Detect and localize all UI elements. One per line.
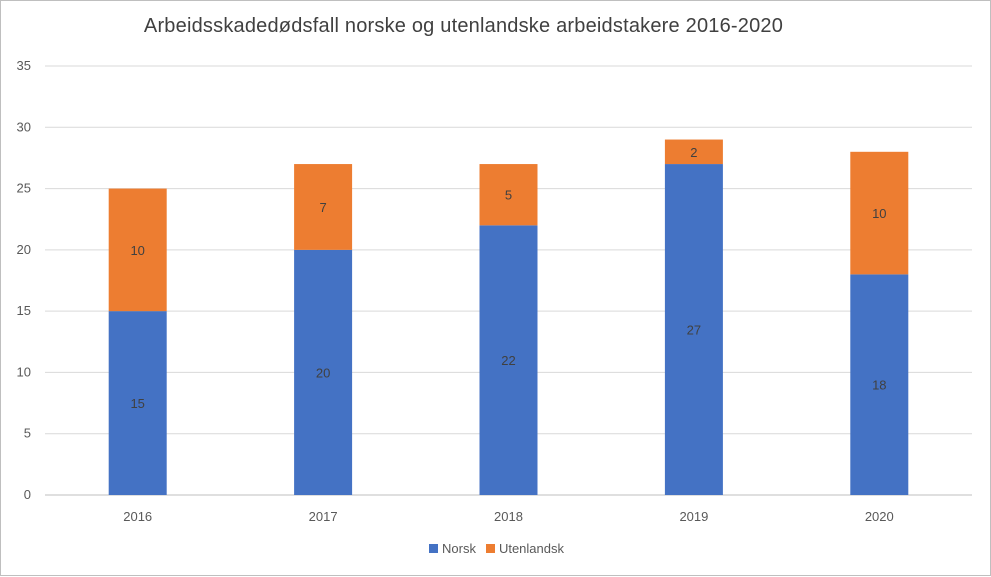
x-tick-label: 2017 <box>309 509 338 524</box>
data-label: 18 <box>872 378 886 393</box>
chart-title: Arbeidsskadedødsfall norske og utenlands… <box>143 15 784 37</box>
legend: Norsk Utenlandsk <box>1 541 991 556</box>
legend-swatch-utenlandsk <box>485 544 495 553</box>
bar-utenlandsk-2017 <box>294 164 353 250</box>
legend-label-norsk: Norsk <box>442 541 476 556</box>
data-label: 7 <box>319 200 326 215</box>
y-tick-label: 35 <box>17 58 31 73</box>
y-tick-label: 5 <box>24 426 31 441</box>
legend-swatch-norsk <box>429 544 438 553</box>
data-label: 2 <box>690 145 697 160</box>
bar-norsk-2016 <box>108 311 167 495</box>
data-label: 15 <box>130 396 144 411</box>
data-label: 27 <box>687 323 701 338</box>
x-tick-label: 2020 <box>865 509 894 524</box>
y-tick-label: 20 <box>17 242 31 257</box>
data-label: 5 <box>505 188 512 203</box>
y-tick-label: 0 <box>24 487 31 502</box>
y-tick-label: 10 <box>17 364 31 379</box>
data-label: 10 <box>872 206 886 221</box>
bar-utenlandsk-2018 <box>479 164 538 226</box>
bar-norsk-2019 <box>664 164 723 496</box>
y-tick-label: 15 <box>17 303 31 318</box>
data-label: 22 <box>501 353 515 368</box>
legend-item-utenlandsk: Utenlandsk <box>485 541 564 556</box>
bar-utenlandsk-2016 <box>108 188 167 312</box>
bar-utenlandsk-2019 <box>664 139 723 165</box>
bar-norsk-2018 <box>479 225 538 496</box>
bar-norsk-2020 <box>850 274 909 495</box>
legend-label-utenlandsk: Utenlandsk <box>498 541 564 556</box>
legend-item-norsk: Norsk <box>429 541 476 556</box>
y-tick-label: 25 <box>17 181 31 196</box>
bar-norsk-2017 <box>294 249 353 495</box>
x-tick-label: 2018 <box>494 509 523 524</box>
y-tick-label: 30 <box>17 119 31 134</box>
data-label: 20 <box>316 365 330 380</box>
x-tick-label: 2016 <box>123 509 152 524</box>
x-tick-label: 2019 <box>679 509 708 524</box>
bar-utenlandsk-2020 <box>850 151 909 275</box>
data-label: 10 <box>130 243 144 258</box>
